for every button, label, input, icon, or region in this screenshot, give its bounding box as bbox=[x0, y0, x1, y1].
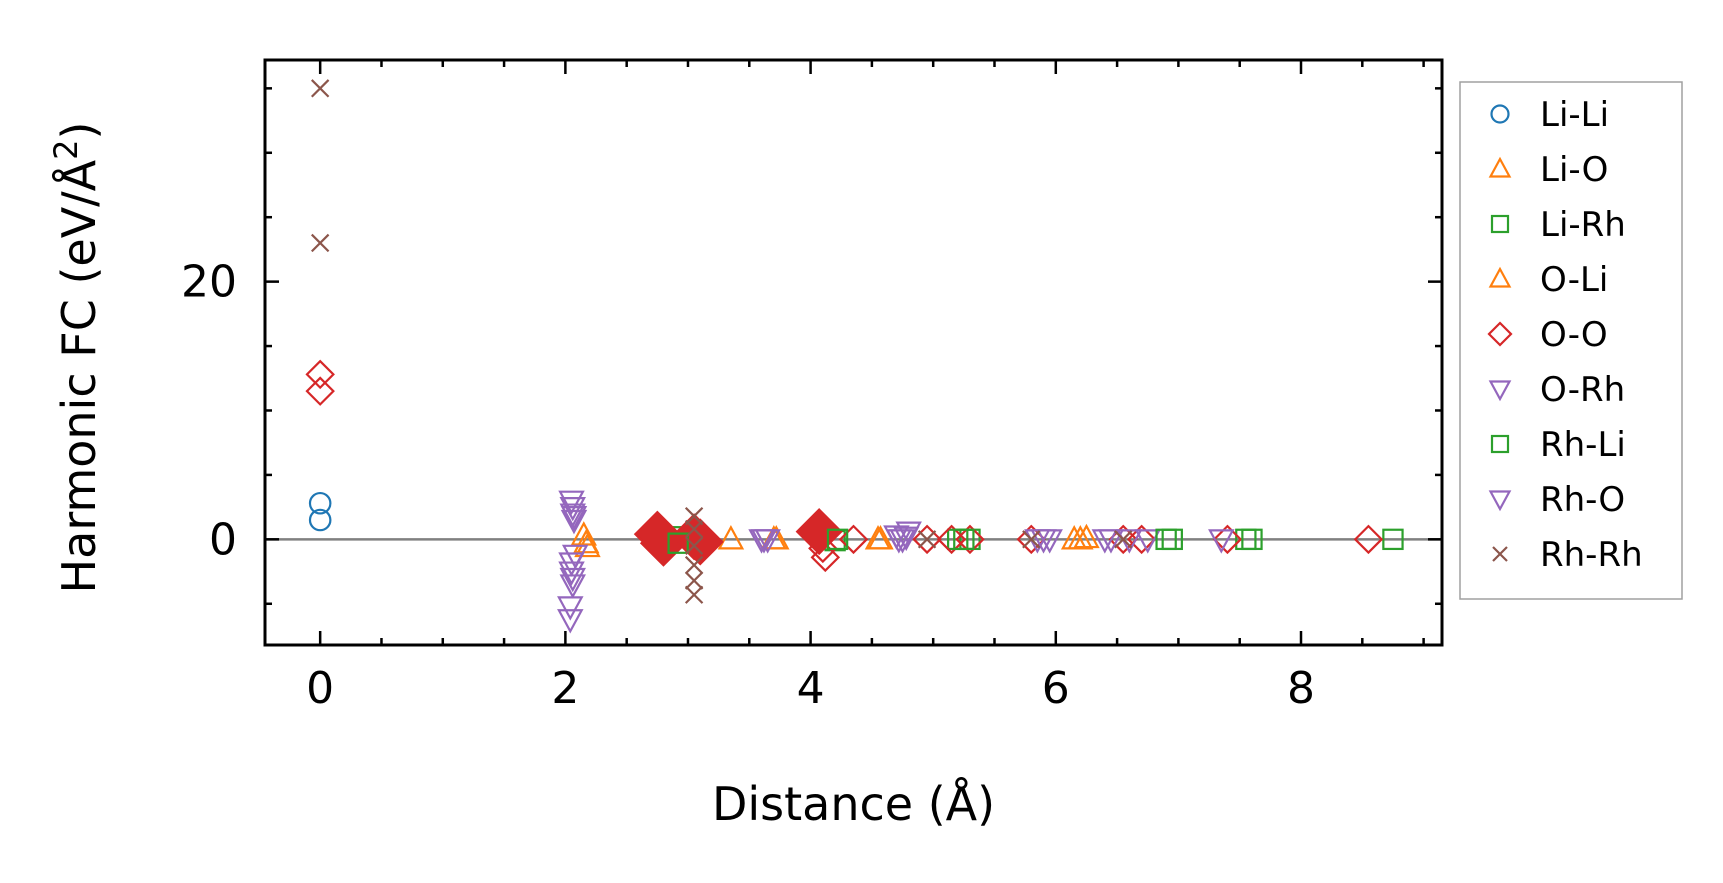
data-points bbox=[305, 79, 1404, 634]
point-rh-o bbox=[557, 609, 584, 634]
legend-label-rh-rh: Rh-Rh bbox=[1540, 535, 1643, 575]
legend-label-o-rh: O-Rh bbox=[1540, 370, 1625, 410]
axis-ticks bbox=[265, 60, 1442, 645]
point-rh-o bbox=[892, 526, 920, 552]
point-rh-li bbox=[1241, 528, 1263, 551]
point-rh-li bbox=[953, 528, 975, 551]
plot-frame bbox=[263, 58, 1444, 647]
point-li-rh bbox=[1382, 528, 1404, 551]
point-o-o bbox=[1353, 524, 1384, 555]
point-rh-o bbox=[1030, 529, 1057, 554]
point-rh-rh bbox=[1022, 530, 1041, 549]
y-tick-label: 20 bbox=[181, 257, 237, 308]
legend-label-rh-o: Rh-O bbox=[1540, 480, 1625, 520]
point-o-o bbox=[810, 542, 841, 573]
point-li-li bbox=[308, 508, 332, 532]
legend-marker-o-li bbox=[1488, 266, 1512, 288]
series-rh-o bbox=[557, 503, 1125, 634]
point-rh-rh bbox=[684, 571, 704, 590]
point-rh-rh bbox=[917, 530, 937, 549]
legend-marker-rh-o bbox=[1488, 490, 1512, 512]
point-o-o bbox=[1126, 524, 1157, 555]
y-axis-label: Harmonic FC (eV/Å2) bbox=[47, 122, 106, 594]
point-rh-o bbox=[559, 503, 586, 528]
x-axis-label: Distance (Å) bbox=[712, 777, 995, 831]
point-o-li bbox=[867, 525, 894, 550]
series-rh-li bbox=[667, 528, 1263, 554]
point-o-rh bbox=[558, 490, 585, 515]
legend-label-li-li: Li-Li bbox=[1540, 95, 1609, 135]
point-rh-rh bbox=[310, 79, 330, 98]
point-rh-o bbox=[558, 552, 585, 577]
series-rh-rh bbox=[310, 79, 1133, 604]
y-tick-label: 0 bbox=[209, 514, 237, 565]
point-rh-li bbox=[826, 528, 849, 551]
legend-marker-li-li bbox=[1490, 104, 1510, 124]
legend-label-li-rh: Li-Rh bbox=[1540, 205, 1626, 245]
point-li-o bbox=[1073, 523, 1100, 549]
legend-marker-rh-rh bbox=[1492, 546, 1508, 562]
point-rh-o bbox=[750, 529, 778, 554]
legend-label-li-o: Li-O bbox=[1540, 150, 1608, 190]
x-tick-label: 0 bbox=[306, 663, 334, 714]
y-axis-label-close: ) bbox=[52, 122, 106, 140]
point-o-li bbox=[572, 528, 600, 554]
point-o-rh bbox=[557, 596, 584, 621]
point-o-o bbox=[305, 376, 335, 406]
point-o-rh bbox=[1208, 529, 1235, 554]
point-rh-rh bbox=[684, 536, 704, 555]
series-li-li bbox=[308, 491, 332, 532]
legend-marker-o-rh bbox=[1488, 380, 1512, 402]
point-o-rh bbox=[559, 497, 586, 522]
legend-marker-li-rh bbox=[1490, 214, 1510, 234]
point-rh-rh bbox=[310, 233, 330, 253]
series-o-rh bbox=[557, 490, 1235, 621]
point-rh-rh bbox=[684, 506, 704, 526]
point-o-rh bbox=[558, 561, 585, 586]
point-rh-o bbox=[885, 529, 913, 554]
point-rh-rh bbox=[684, 555, 704, 575]
point-o-o bbox=[1212, 524, 1243, 555]
point-rh-o bbox=[559, 567, 586, 593]
point-o-o bbox=[912, 524, 942, 555]
filled-point-o-o bbox=[795, 508, 843, 556]
point-li-o bbox=[717, 525, 745, 550]
x-tick-label: 2 bbox=[551, 663, 579, 714]
point-rh-rh bbox=[684, 519, 704, 539]
point-rh-rh bbox=[1114, 530, 1133, 549]
x-tick-label: 4 bbox=[797, 663, 825, 714]
y-axis-label-superscript: 2 bbox=[47, 140, 85, 160]
point-o-rh bbox=[559, 574, 586, 599]
point-rh-rh bbox=[684, 585, 704, 604]
point-o-o bbox=[838, 524, 869, 555]
point-rh-li bbox=[1155, 528, 1177, 551]
legend-label-rh-li: Rh-Li bbox=[1540, 425, 1626, 465]
point-li-li bbox=[308, 491, 332, 515]
legend-label-o-o: O-O bbox=[1540, 315, 1608, 355]
point-rh-li bbox=[667, 532, 689, 554]
axis-tick-labels: 0 2 4 6 8 0 20 bbox=[181, 257, 1315, 714]
point-o-o bbox=[955, 524, 985, 555]
legend-marker-li-o bbox=[1488, 156, 1512, 178]
y-axis-label-main: Harmonic FC (eV/Å bbox=[52, 159, 106, 593]
x-tick-label: 6 bbox=[1042, 663, 1070, 714]
legend-marker-rh-li bbox=[1490, 434, 1510, 454]
legend-marker-o-o bbox=[1487, 321, 1513, 347]
point-rh-o bbox=[1097, 529, 1125, 554]
legend: Li-Li Li-O Li-Rh O-Li O-O O-Rh Rh-Li Rh-O Rh-Rh bbox=[1459, 81, 1683, 600]
point-o-li bbox=[1067, 525, 1094, 550]
point-o-o bbox=[305, 359, 335, 390]
point-o-rh bbox=[1134, 529, 1161, 554]
point-rh-o bbox=[560, 509, 588, 535]
point-li-o bbox=[570, 521, 598, 546]
legend-label-o-li: O-Li bbox=[1540, 260, 1608, 300]
x-tick-label: 8 bbox=[1287, 663, 1315, 714]
